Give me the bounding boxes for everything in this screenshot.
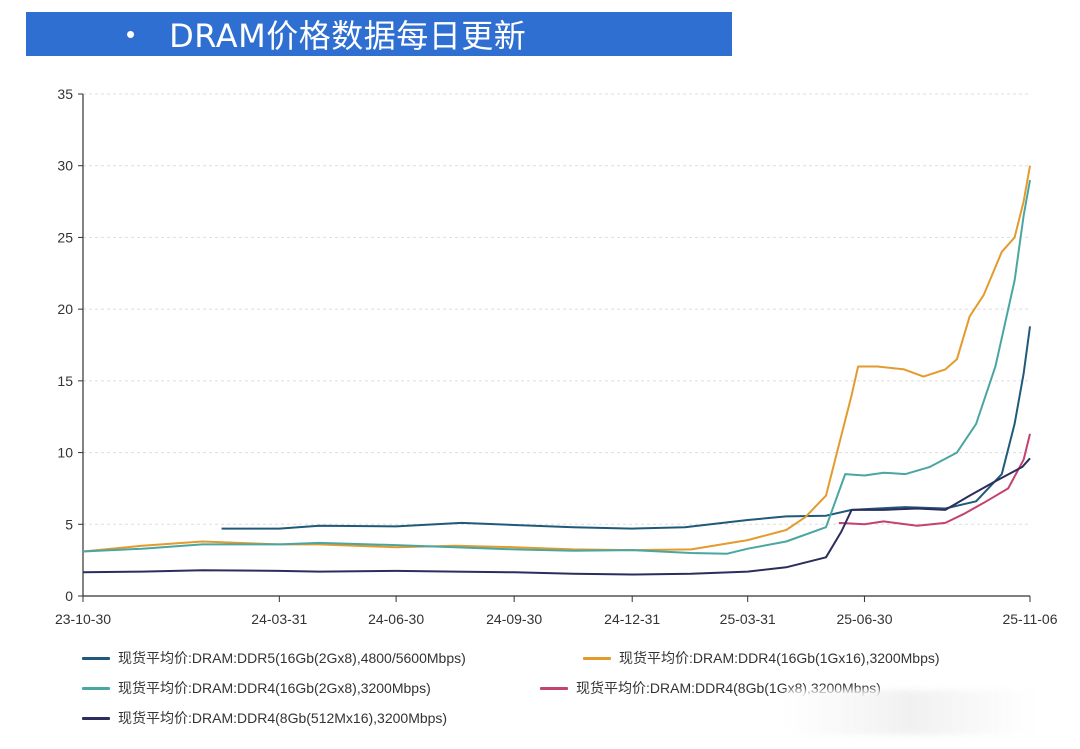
- y-tick-label: 35: [57, 86, 73, 102]
- series-line-3: [82, 179, 1031, 555]
- series-line-1: [221, 326, 1031, 530]
- legend-swatch: [82, 656, 110, 660]
- y-tick-label: 5: [65, 516, 73, 532]
- legend-item: 现货平均价:DRAM:DDR4(16Gb(1Gx16),3200Mbps): [583, 648, 940, 668]
- y-tick-label: 20: [57, 301, 73, 317]
- series-line-4: [838, 433, 1031, 527]
- series-line-5: [82, 457, 1031, 576]
- title-banner: • DRAM价格数据每日更新: [26, 12, 732, 56]
- y-tick-label: 25: [57, 229, 73, 245]
- x-tick-label: 24-03-31: [251, 611, 307, 627]
- bullet-mark: •: [126, 19, 136, 49]
- legend-swatch: [583, 656, 611, 660]
- x-tick-label: 25-03-31: [720, 611, 776, 627]
- legend-item: 现货平均价:DRAM:DDR4(8Gb(512Mx16),3200Mbps): [82, 708, 447, 728]
- legend-item: 现货平均价:DRAM:DDR5(16Gb(2Gx8),4800/5600Mbps…: [82, 648, 466, 668]
- legend-label: 现货平均价:DRAM:DDR5(16Gb(2Gx8),4800/5600Mbps…: [118, 650, 466, 666]
- legend-label: 现货平均价:DRAM:DDR4(16Gb(2Gx8),3200Mbps): [118, 680, 431, 696]
- y-tick-label: 15: [57, 373, 73, 389]
- y-tick-label: 10: [57, 445, 73, 461]
- legend-swatch: [540, 686, 568, 690]
- x-tick-label: 24-12-31: [604, 611, 660, 627]
- legend-swatch: [82, 716, 110, 720]
- legend-label: 现货平均价:DRAM:DDR4(8Gb(512Mx16),3200Mbps): [118, 710, 448, 726]
- legend-swatch: [82, 686, 110, 690]
- chart-legend: 现货平均价:DRAM:DDR5(16Gb(2Gx8),4800/5600Mbps…: [0, 640, 1080, 740]
- legend-label: 现货平均价:DRAM:DDR4(16Gb(1Gx16),3200Mbps): [619, 650, 940, 666]
- watermark-blur: [785, 690, 1035, 735]
- x-tick-label: 25-06-30: [836, 611, 892, 627]
- x-tick-label: 24-09-30: [486, 611, 542, 627]
- series-line-2: [82, 165, 1031, 553]
- legend-item: 现货平均价:DRAM:DDR4(16Gb(2Gx8),3200Mbps): [82, 678, 431, 698]
- y-tick-label: 30: [57, 158, 73, 174]
- x-tick-label: 24-06-30: [368, 611, 424, 627]
- x-tick-label: 25-11-06: [1002, 611, 1057, 627]
- y-tick-label: 0: [65, 588, 73, 604]
- x-tick-label: 23-10-30: [55, 611, 111, 627]
- page-title: DRAM价格数据每日更新: [169, 17, 527, 55]
